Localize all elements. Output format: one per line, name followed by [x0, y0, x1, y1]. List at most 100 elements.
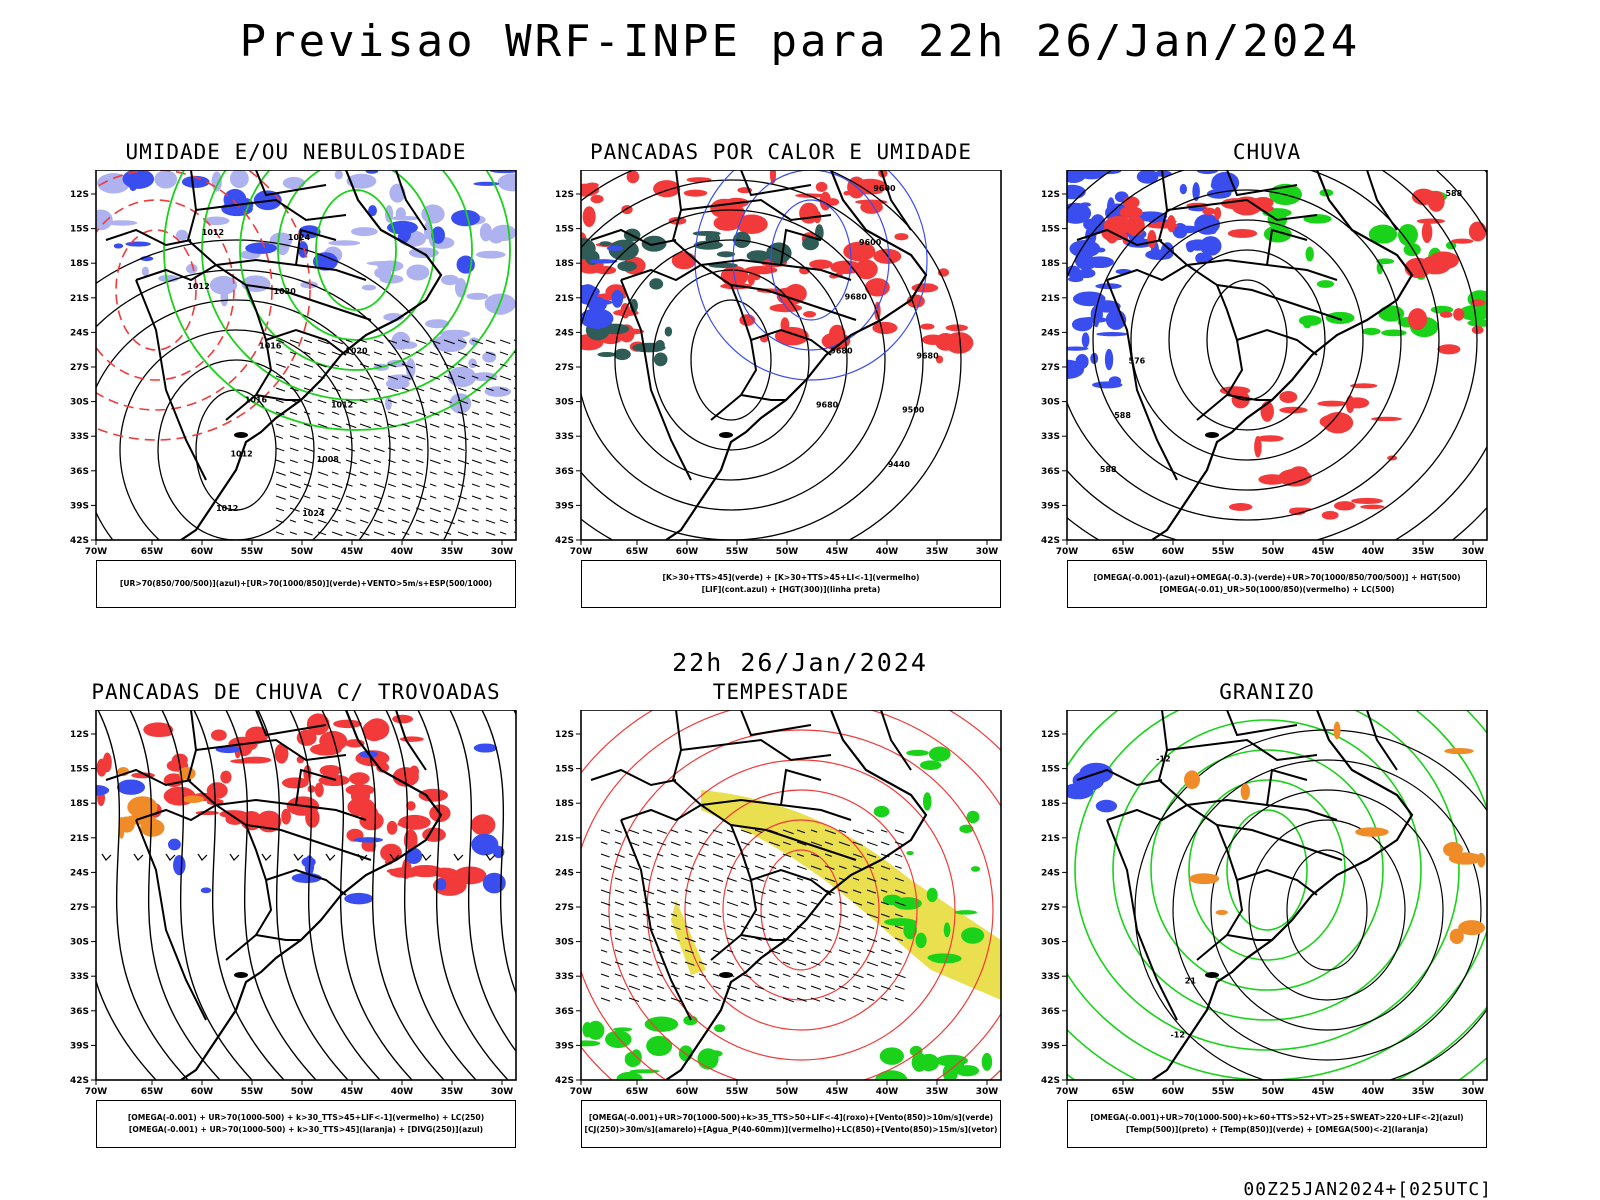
lat-tick-label: 12S	[70, 190, 89, 200]
lat-tick-label: 39S	[70, 1041, 89, 1051]
lon-tick-label: 45W	[1312, 547, 1335, 557]
lat-tick-label: 36S	[1041, 467, 1060, 477]
lon-tick-label: 50W	[291, 1087, 314, 1097]
lon-tick-label: 35W	[441, 1087, 464, 1097]
lat-tick-label: 12S	[555, 190, 574, 200]
map-canvas: -12 -12 21 12S 15S 18S 21S 24S 27S 30S 33S 36S 39S 42…	[1041, 710, 1488, 1097]
legend-line: [OMEGA(-0.01)_UR>50(1000/850)(vermelho) …	[1159, 585, 1395, 594]
lat-tick-label: 21S	[70, 294, 89, 304]
lon-tick-label: 50W	[1262, 547, 1285, 557]
lat-tick-label: 27S	[70, 903, 89, 913]
lat-tick-label: 18S	[70, 259, 89, 269]
lon-tick-label: 30W	[491, 1087, 514, 1097]
lat-tick-label: 39S	[555, 1041, 574, 1051]
lat-tick-label: 36S	[555, 467, 574, 477]
lon-tick-label: 50W	[776, 1087, 799, 1097]
lon-tick-label: 40W	[391, 1087, 414, 1097]
legend-line: [OMEGA(-0.001)-(azul)+OMEGA(-0.3)-(verde…	[1093, 573, 1461, 582]
lon-tick-label: 50W	[291, 547, 314, 557]
lon-tick-label: 50W	[1262, 1087, 1285, 1097]
lon-tick-label: 45W	[826, 1087, 849, 1097]
lon-tick-label: 45W	[341, 547, 364, 557]
lon-tick-label: 55W	[241, 1087, 264, 1097]
lon-tick-label: 50W	[776, 547, 799, 557]
contour-label: 1020	[345, 346, 368, 355]
lat-tick-label: 33S	[1041, 972, 1060, 982]
lon-tick-label: 60W	[676, 547, 699, 557]
lon-tick-label: 35W	[926, 1087, 949, 1097]
lon-tick-label: 45W	[826, 547, 849, 557]
lon-tick-label: 60W	[191, 547, 214, 557]
lat-tick-label: 33S	[555, 432, 574, 442]
panel-title: PANCADAS DE CHUVA C/ TROVOADAS	[91, 680, 501, 704]
lon-tick-label: 40W	[876, 547, 899, 557]
panel-title: PANCADAS POR CALOR E UMIDADE	[589, 140, 972, 164]
contour-label: 9440	[888, 460, 911, 469]
contour-label: 1012	[187, 282, 209, 291]
lon-tick-label: 65W	[1112, 1087, 1135, 1097]
contour-label: 588	[1114, 411, 1131, 420]
main-title: Previsao WRF-INPE para 22h 26/Jan/2024	[239, 16, 1361, 67]
map-panel-3: CHUVA 588 588 588 576 12S 15S 18S 21S 24S 27S 30S 33…	[1027, 140, 1507, 618]
lat-tick-label: 42S	[1041, 1076, 1060, 1086]
lat-tick-label: 39S	[70, 501, 89, 511]
lat-tick-label: 15S	[70, 225, 89, 235]
lat-tick-label: 21S	[70, 834, 89, 844]
lat-tick-label: 18S	[70, 799, 89, 809]
lon-tick-label: 30W	[491, 547, 514, 557]
lon-tick-label: 60W	[676, 1087, 699, 1097]
lon-tick-label: 40W	[391, 547, 414, 557]
panel-title: CHUVA	[1232, 140, 1302, 164]
lon-tick-label: 70W	[85, 547, 108, 557]
lat-tick-label: 42S	[1041, 536, 1060, 546]
lat-tick-label: 15S	[1041, 765, 1060, 775]
lat-tick-label: 12S	[1041, 730, 1060, 740]
lat-tick-label: 24S	[70, 328, 89, 338]
lon-tick-label: 70W	[570, 547, 593, 557]
lat-tick-label: 30S	[70, 938, 89, 948]
contour-label: -12	[1156, 755, 1170, 764]
contour-label: 588	[1100, 465, 1117, 474]
lon-tick-label: 45W	[341, 1087, 364, 1097]
legend-line: [OMEGA(-0.001) + UR>70(1000-500) + k>30_…	[127, 1113, 485, 1122]
lon-tick-label: 65W	[626, 1087, 649, 1097]
map-canvas: 1012 1012 1012 1012 1016 1016 1020 1024 1024 1008…	[70, 170, 517, 557]
lat-tick-label: 27S	[1041, 363, 1060, 373]
lon-tick-label: 65W	[1112, 547, 1135, 557]
legend-line: [OMEGA(-0.001)+UR>70(1000-500)+k>35_TTS>…	[588, 1113, 994, 1122]
lon-tick-label: 30W	[976, 1087, 999, 1097]
lon-tick-label: 30W	[1462, 547, 1485, 557]
contour-label: 1012	[202, 228, 224, 237]
map-panel-1: UMIDADE E/OU NEBULOSIDADE 1012 1012 1012 101…	[56, 140, 536, 618]
lat-tick-label: 36S	[70, 1007, 89, 1017]
lat-tick-label: 33S	[555, 972, 574, 982]
lon-tick-label: 55W	[241, 547, 264, 557]
lat-tick-label: 36S	[70, 467, 89, 477]
lat-tick-label: 42S	[555, 1076, 574, 1086]
contour-label: 1012	[331, 401, 353, 410]
lon-tick-label: 70W	[85, 1087, 108, 1097]
lat-tick-label: 21S	[1041, 834, 1060, 844]
lat-tick-label: 30S	[70, 398, 89, 408]
lat-tick-label: 24S	[1041, 868, 1060, 878]
map-canvas: 9680 9680 9680 9600 9600 9440 9500 9680 12S 15S 18…	[555, 170, 1002, 557]
map-panel-5: TEMPESTADE 12S 15S 18S 21S 24S 27S 30S 33S 36S 39S…	[541, 680, 1021, 1158]
lon-tick-label: 55W	[1212, 547, 1235, 557]
lat-tick-label: 33S	[70, 972, 89, 982]
map-canvas: 588 588 588 576 12S 15S 18S 21S 24S 27S 30S 33S 36S 3…	[1041, 170, 1488, 557]
lat-tick-label: 18S	[555, 259, 574, 269]
lat-tick-label: 12S	[70, 730, 89, 740]
lat-tick-label: 21S	[1041, 294, 1060, 304]
lat-tick-label: 39S	[1041, 1041, 1060, 1051]
contour-label: 1016	[259, 341, 282, 350]
lon-tick-label: 40W	[876, 1087, 899, 1097]
lat-tick-label: 42S	[70, 1076, 89, 1086]
lon-tick-label: 30W	[1462, 1087, 1485, 1097]
legend-line: [K>30+TTS>45](verde) + [K>30+TTS>45+LI<-…	[662, 573, 920, 582]
lon-tick-label: 60W	[1162, 547, 1185, 557]
lon-tick-label: 55W	[726, 1087, 749, 1097]
lat-tick-label: 27S	[555, 363, 574, 373]
contour-label: 1012	[216, 504, 238, 513]
